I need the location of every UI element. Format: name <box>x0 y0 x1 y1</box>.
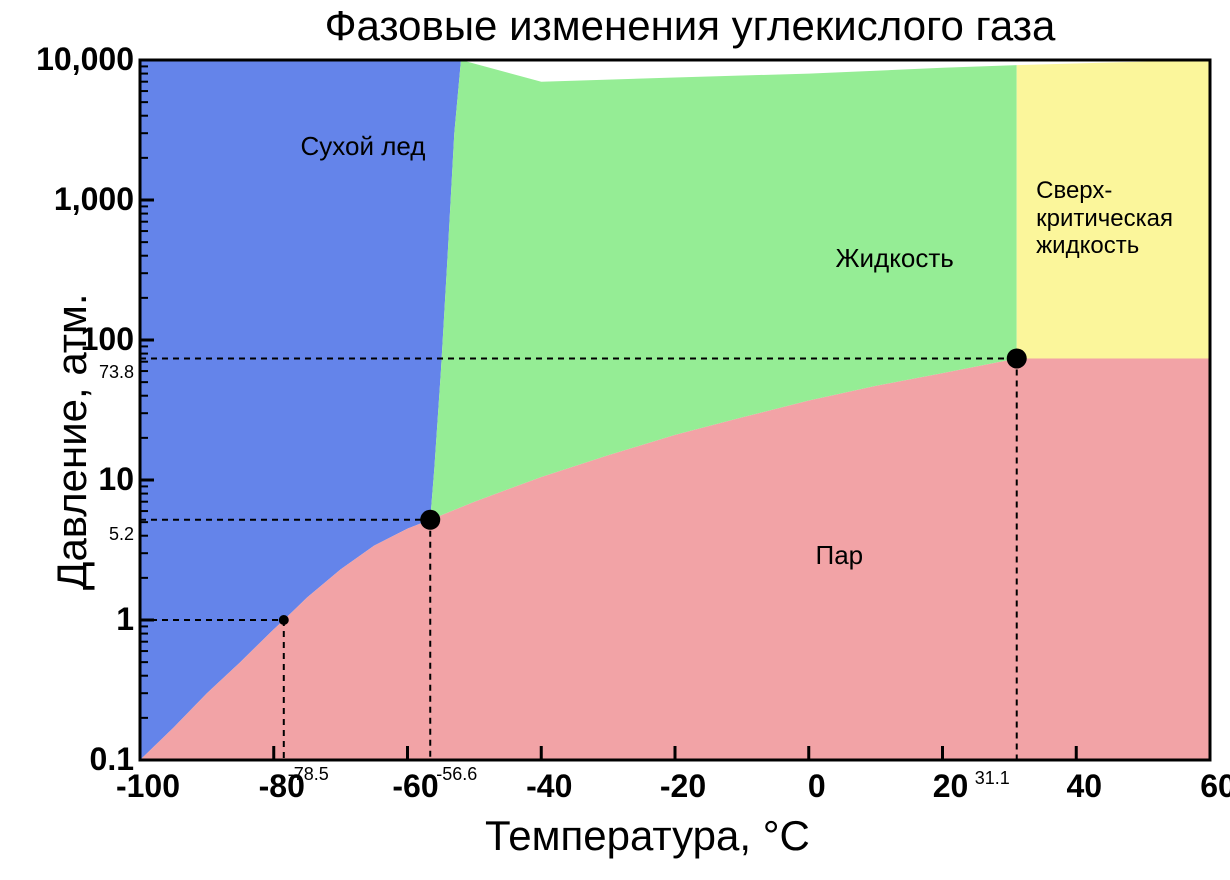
region-label-liquid: Жидкость <box>836 243 954 274</box>
y-tick: 0.1 <box>0 741 134 778</box>
x-tick: -20 <box>643 768 723 805</box>
x-tick: 0 <box>777 768 857 805</box>
x-tick: -60 <box>376 768 456 805</box>
x-tick: -40 <box>509 768 589 805</box>
region-label-solid: Сухой лед <box>301 131 426 162</box>
critical-pressure-label: 73.8 <box>88 362 134 383</box>
triple-pressure-label: 5.2 <box>94 524 134 545</box>
y-tick: 10 <box>0 461 134 498</box>
x-axis-label: Температура, °C <box>485 812 810 860</box>
region-label-vapor: Пар <box>816 540 864 571</box>
y-tick: 100 <box>0 321 134 358</box>
x-tick: -80 <box>242 768 322 805</box>
x-tick: 40 <box>1044 768 1124 805</box>
region-label-supercritical: Сверх-критическаяжидкость <box>1036 177 1173 260</box>
y-tick: 1,000 <box>0 181 134 218</box>
y-tick: 1 <box>0 601 134 638</box>
x-tick: 20 <box>911 768 991 805</box>
x-tick: 60 <box>1178 768 1230 805</box>
chart-title: Фазовые изменения углекислого газа <box>150 2 1230 50</box>
y-tick: 10,000 <box>0 41 134 78</box>
phase-diagram-svg <box>0 0 1230 880</box>
